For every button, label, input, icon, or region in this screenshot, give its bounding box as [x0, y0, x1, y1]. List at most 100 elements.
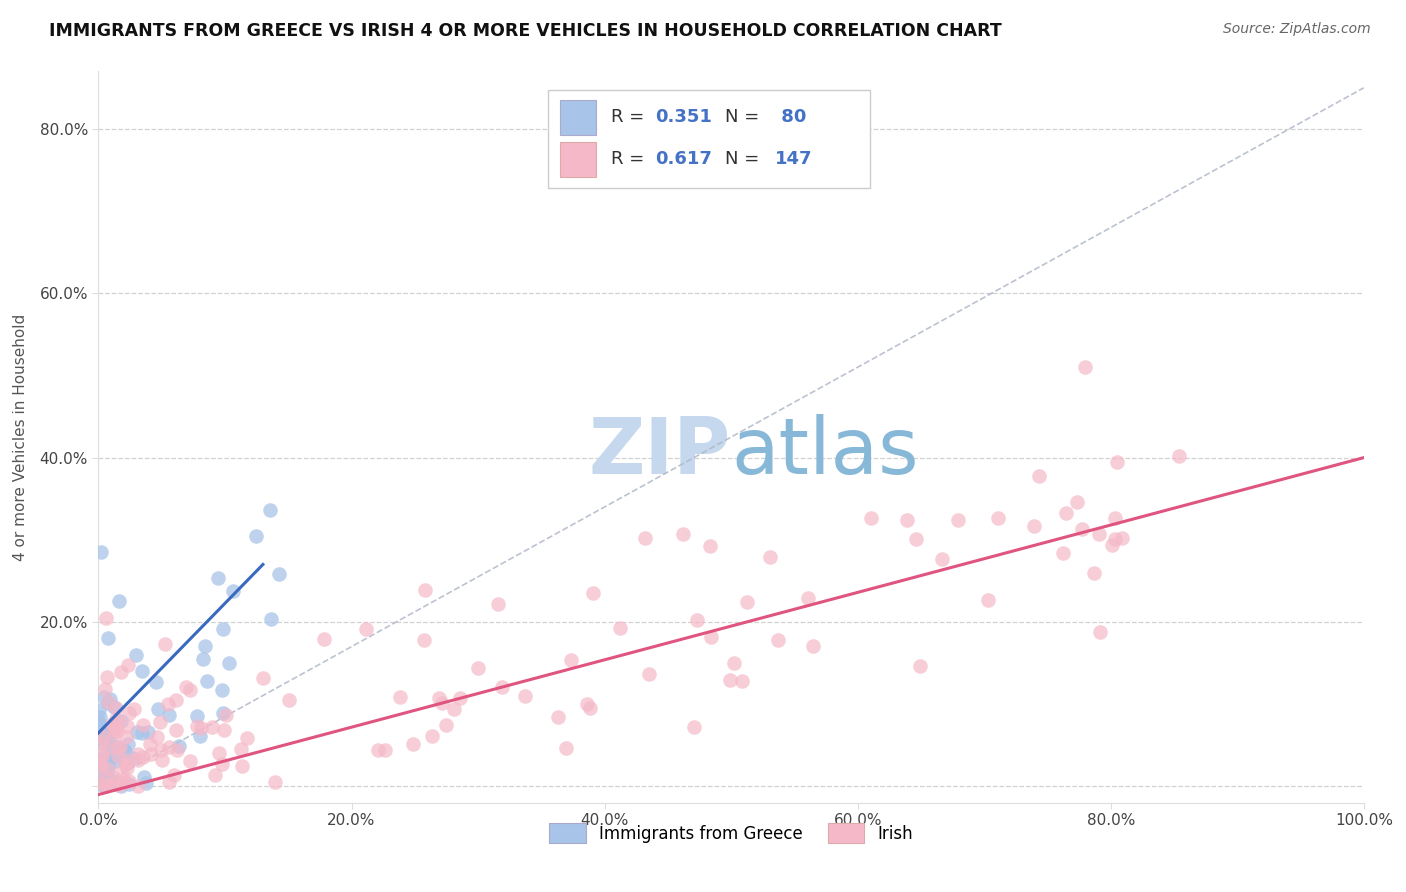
Point	[427, 691, 450, 706]
Point	[1028, 469, 1050, 483]
Point	[107, 776, 129, 790]
Point	[208, 746, 231, 760]
Point	[165, 723, 187, 738]
Point	[105, 724, 128, 739]
Point	[905, 532, 928, 546]
Point	[107, 741, 129, 756]
Point	[90, 752, 112, 766]
Point	[413, 583, 436, 598]
Point	[112, 776, 135, 790]
Point	[214, 723, 236, 738]
Point	[96, 669, 118, 683]
Point	[229, 742, 252, 756]
Point	[987, 510, 1010, 524]
Point	[89, 765, 111, 780]
Point	[127, 779, 149, 793]
Point	[101, 739, 124, 754]
Point	[122, 751, 145, 765]
Point	[801, 639, 824, 653]
Point	[94, 611, 117, 625]
Point	[101, 717, 124, 731]
Point	[89, 718, 111, 732]
Point	[90, 776, 112, 790]
Point	[96, 779, 118, 793]
Point	[87, 732, 110, 747]
Point	[163, 768, 186, 782]
Point	[131, 665, 153, 679]
Point	[153, 637, 176, 651]
Point	[122, 702, 145, 716]
Point	[245, 529, 267, 543]
Point	[103, 772, 125, 786]
Point	[467, 661, 489, 675]
Point	[87, 723, 110, 738]
Point	[98, 692, 121, 706]
Point	[211, 757, 233, 772]
Point	[157, 707, 180, 722]
Point	[87, 713, 110, 727]
Point	[98, 723, 121, 737]
Point	[91, 755, 114, 769]
Point	[97, 762, 120, 776]
FancyBboxPatch shape	[560, 100, 596, 135]
Point	[118, 706, 141, 721]
Point	[107, 749, 129, 764]
Point	[104, 722, 127, 736]
Point	[609, 621, 631, 635]
Point	[87, 754, 110, 768]
Point	[146, 701, 169, 715]
Point	[108, 594, 131, 608]
Point	[94, 681, 117, 696]
Point	[117, 737, 139, 751]
Point	[1105, 455, 1128, 469]
Point	[759, 549, 782, 564]
Point	[150, 753, 173, 767]
Point	[93, 730, 115, 744]
Text: N =: N =	[725, 109, 765, 127]
Point	[560, 653, 582, 667]
Point	[179, 755, 201, 769]
Point	[103, 731, 125, 745]
Point	[723, 656, 745, 670]
Point	[212, 706, 235, 720]
Y-axis label: 4 or more Vehicles in Household: 4 or more Vehicles in Household	[14, 313, 28, 561]
Point	[149, 715, 172, 730]
Point	[201, 720, 224, 734]
Point	[105, 701, 128, 715]
Point	[420, 729, 443, 743]
Point	[896, 513, 918, 527]
Point	[132, 750, 155, 764]
Point	[105, 714, 128, 729]
Text: ZIP: ZIP	[589, 414, 731, 490]
Point	[718, 673, 741, 688]
Point	[211, 683, 233, 698]
Point	[97, 777, 120, 791]
Point	[195, 674, 218, 689]
Point	[860, 510, 883, 524]
Point	[90, 763, 112, 777]
Point	[236, 731, 259, 746]
Point	[107, 739, 129, 754]
Point	[432, 696, 454, 710]
Point	[110, 665, 132, 679]
Point	[547, 710, 569, 724]
Point	[89, 723, 111, 737]
Point	[1111, 531, 1133, 545]
Point	[96, 760, 118, 774]
Point	[98, 735, 121, 749]
Point	[1104, 532, 1126, 546]
Point	[97, 740, 120, 755]
Point	[117, 658, 139, 673]
Point	[434, 717, 457, 731]
Point	[356, 622, 378, 636]
Point	[269, 566, 291, 581]
Point	[156, 697, 179, 711]
Point	[96, 764, 118, 779]
Point	[699, 539, 721, 553]
Point	[768, 633, 790, 648]
Point	[278, 693, 301, 707]
Point	[1104, 511, 1126, 525]
Point	[139, 737, 162, 751]
Point	[367, 743, 389, 757]
Point	[96, 727, 118, 741]
